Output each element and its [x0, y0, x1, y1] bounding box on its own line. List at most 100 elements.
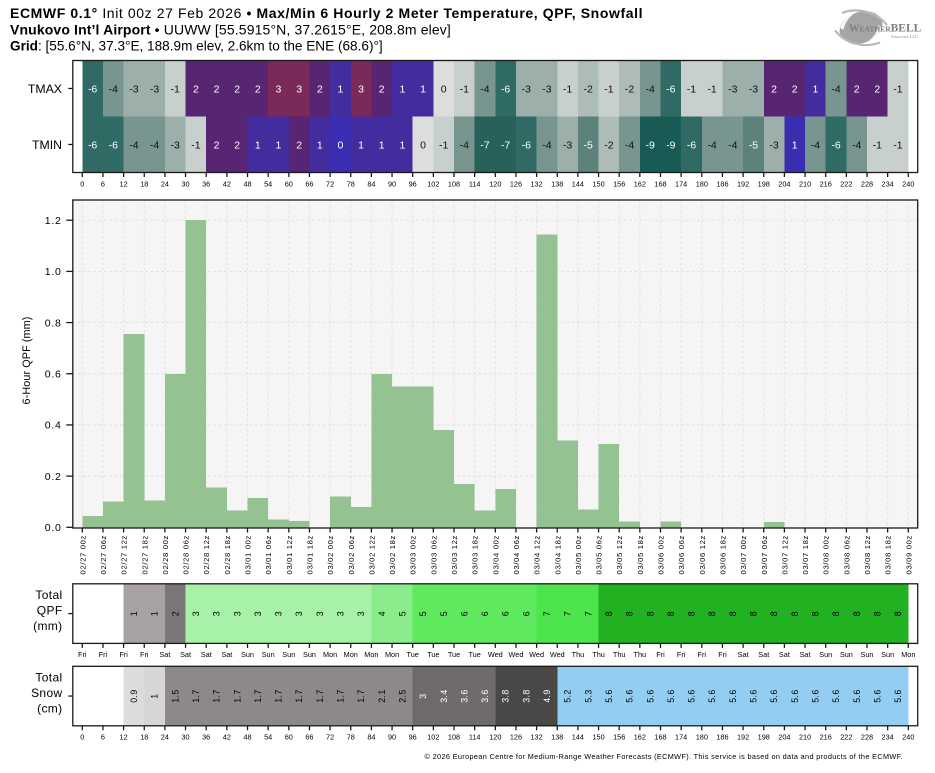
svg-text:3: 3: [358, 83, 364, 95]
svg-text:-1: -1: [873, 139, 882, 151]
svg-text:3: 3: [296, 83, 302, 95]
svg-text:Thu: Thu: [634, 650, 647, 659]
svg-text:84: 84: [367, 733, 375, 742]
svg-text:-9: -9: [666, 139, 675, 151]
svg-text:2: 2: [234, 83, 240, 95]
svg-text:42: 42: [223, 179, 231, 188]
svg-text:Mon: Mon: [385, 650, 399, 659]
svg-text:Fri: Fri: [656, 650, 665, 659]
svg-text:7: 7: [583, 611, 593, 616]
svg-text:Vnukovo Int’l Airport • UUWW [: Vnukovo Int’l Airport • UUWW [55.5915°N,…: [10, 21, 451, 37]
svg-text:-3: -3: [522, 83, 531, 95]
svg-text:03/02 06z: 03/02 06z: [347, 535, 356, 574]
svg-text:1.2: 1.2: [45, 215, 62, 227]
svg-text:6: 6: [101, 179, 105, 188]
svg-text:216: 216: [820, 733, 832, 742]
svg-text:126: 126: [510, 179, 522, 188]
svg-text:02/27 12z: 02/27 12z: [120, 535, 129, 574]
svg-text:6: 6: [480, 611, 490, 616]
svg-text:Tue: Tue: [448, 650, 460, 659]
svg-text:03/03 12z: 03/03 12z: [450, 535, 459, 574]
svg-text:8: 8: [790, 611, 800, 616]
svg-text:8: 8: [852, 611, 862, 616]
svg-text:6-Hour QPF (mm): 6-Hour QPF (mm): [21, 317, 33, 405]
svg-text:42: 42: [223, 733, 231, 742]
svg-text:-4: -4: [831, 83, 840, 95]
svg-text:-4: -4: [460, 139, 469, 151]
svg-text:8: 8: [769, 611, 779, 616]
svg-text:3: 3: [191, 611, 201, 616]
svg-text:03/03 06z: 03/03 06z: [429, 535, 438, 574]
svg-text:-6: -6: [109, 139, 118, 151]
svg-text:198: 198: [758, 179, 770, 188]
svg-text:Sat: Sat: [180, 650, 191, 659]
svg-text:Fri: Fri: [119, 650, 128, 659]
svg-text:-4: -4: [129, 139, 138, 151]
svg-text:24: 24: [161, 733, 169, 742]
svg-text:54: 54: [264, 733, 272, 742]
svg-text:03/01 00z: 03/01 00z: [244, 535, 253, 574]
svg-text:0.6: 0.6: [45, 368, 62, 380]
svg-text:-7: -7: [480, 139, 489, 151]
svg-text:Total: Total: [35, 671, 62, 685]
svg-text:Fri: Fri: [99, 650, 108, 659]
svg-text:Sun: Sun: [881, 650, 894, 659]
svg-text:5.6: 5.6: [625, 689, 635, 702]
svg-text:0.0: 0.0: [45, 522, 62, 534]
svg-text:0: 0: [80, 733, 84, 742]
svg-text:192: 192: [737, 179, 749, 188]
svg-text:TMAX: TMAX: [28, 82, 62, 96]
svg-text:03/01 18z: 03/01 18z: [305, 535, 314, 574]
svg-text:-4: -4: [109, 83, 118, 95]
svg-text:3: 3: [253, 611, 263, 616]
svg-text:-5: -5: [749, 139, 758, 151]
svg-text:Sat: Sat: [800, 650, 811, 659]
svg-text:3.8: 3.8: [501, 689, 511, 702]
svg-text:0.8: 0.8: [45, 317, 62, 329]
svg-text:-4: -4: [645, 83, 654, 95]
svg-text:132: 132: [531, 733, 543, 742]
svg-text:72: 72: [326, 733, 334, 742]
svg-text:3: 3: [418, 693, 428, 698]
svg-text:02/28 12z: 02/28 12z: [202, 535, 211, 574]
svg-text:1: 1: [276, 139, 282, 151]
svg-text:Tue: Tue: [427, 650, 439, 659]
svg-text:5.6: 5.6: [666, 689, 676, 702]
svg-text:2: 2: [214, 83, 220, 95]
svg-text:90: 90: [388, 733, 396, 742]
svg-text:204: 204: [778, 179, 790, 188]
svg-text:8: 8: [749, 611, 759, 616]
svg-text:-6: -6: [501, 83, 510, 95]
svg-text:-3: -3: [769, 139, 778, 151]
svg-text:2: 2: [234, 139, 240, 151]
svg-text:6: 6: [501, 611, 511, 616]
svg-text:(mm): (mm): [33, 619, 62, 633]
svg-text:1.7: 1.7: [253, 689, 263, 702]
svg-text:198: 198: [758, 733, 770, 742]
svg-text:-2: -2: [584, 83, 593, 95]
svg-text:Fri: Fri: [718, 650, 727, 659]
svg-text:03/08 18z: 03/08 18z: [884, 535, 893, 574]
svg-text:8: 8: [687, 611, 697, 616]
svg-text:7: 7: [563, 611, 573, 616]
svg-text:0.2: 0.2: [45, 471, 62, 483]
svg-text:Wed: Wed: [529, 650, 544, 659]
svg-text:03/07 18z: 03/07 18z: [801, 535, 810, 574]
svg-text:Fri: Fri: [78, 650, 87, 659]
svg-text:1: 1: [812, 83, 818, 95]
svg-text:108: 108: [448, 179, 460, 188]
svg-text:5.6: 5.6: [604, 689, 614, 702]
svg-text:8: 8: [872, 611, 882, 616]
svg-text:210: 210: [799, 179, 811, 188]
svg-text:30: 30: [181, 179, 189, 188]
svg-text:03/05 18z: 03/05 18z: [636, 535, 645, 574]
svg-text:Sun: Sun: [262, 650, 275, 659]
svg-text:102: 102: [427, 179, 439, 188]
svg-text:174: 174: [675, 733, 687, 742]
svg-text:-7: -7: [501, 139, 510, 151]
svg-text:180: 180: [696, 179, 708, 188]
svg-text:144: 144: [572, 179, 584, 188]
svg-text:216: 216: [820, 179, 832, 188]
svg-text:5.6: 5.6: [893, 689, 903, 702]
svg-text:156: 156: [613, 179, 625, 188]
